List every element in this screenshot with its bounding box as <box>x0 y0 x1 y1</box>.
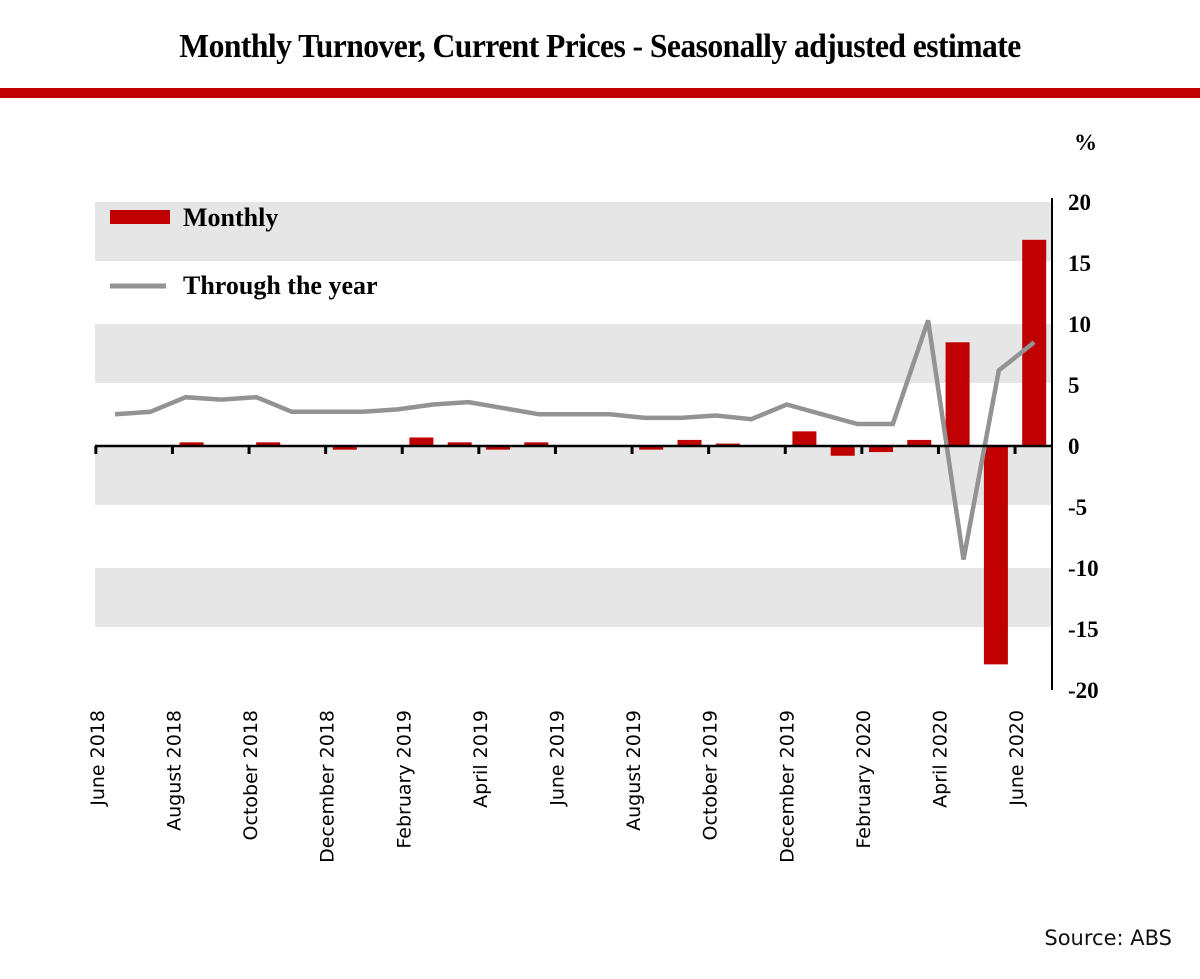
bar-monthly-18 <box>792 431 817 446</box>
bar-monthly-21 <box>907 439 932 446</box>
bar-monthly-2 <box>179 442 204 446</box>
bar-monthly-14 <box>639 446 664 450</box>
x-tick-label: August 2018 <box>163 710 185 831</box>
title-rule <box>0 88 1200 98</box>
bar-monthly-23 <box>983 446 1008 665</box>
x-tick-label: June 2018 <box>87 710 109 807</box>
x-tick-label: June 2020 <box>1006 710 1028 807</box>
grid-band <box>95 324 1052 383</box>
y-tick-label: -20 <box>1068 678 1099 703</box>
y-tick-labels: 20 15 10 5 0 -5 -10 -15 -20 <box>1068 190 1099 703</box>
x-tick-label: June 2019 <box>546 710 568 807</box>
legend-label-through-the-year: Through the year <box>183 271 378 300</box>
y-tick-label: -10 <box>1068 556 1099 581</box>
x-tick-label: April 2019 <box>470 710 492 808</box>
y-tick-label: -15 <box>1068 617 1099 642</box>
y-tick-label: 15 <box>1068 251 1091 276</box>
x-tick-label: December 2019 <box>776 710 798 863</box>
x-tick-label: February 2020 <box>853 710 875 849</box>
bar-monthly-19 <box>830 446 855 456</box>
axes <box>94 198 1053 690</box>
bar-monthly-11 <box>524 442 549 446</box>
bar-monthly-22 <box>945 342 970 446</box>
y-tick-label: 10 <box>1068 312 1091 337</box>
bar-monthly-8 <box>409 437 434 446</box>
bar-monthly-10 <box>486 446 510 450</box>
x-tick-label: October 2019 <box>700 710 722 840</box>
x-tick-label: December 2018 <box>317 710 339 863</box>
legend-swatch-monthly <box>110 210 170 224</box>
grid-band <box>95 202 1052 261</box>
bar-monthly-6 <box>332 446 357 450</box>
monthly-bars <box>179 239 1047 665</box>
grid-band <box>95 568 1052 627</box>
source-note: Source: ABS <box>1044 926 1172 950</box>
through-the-year-line-layer <box>114 319 1036 560</box>
y-tick-label: 0 <box>1068 434 1080 459</box>
x-tick-label: February 2019 <box>393 710 415 849</box>
bar-monthly-15 <box>677 439 702 446</box>
y-tick-label: -5 <box>1068 495 1087 520</box>
x-tick-label: August 2019 <box>623 710 645 831</box>
legend-label-monthly: Monthly <box>183 203 278 232</box>
x-tick-label: October 2018 <box>240 710 262 840</box>
grid-bands <box>95 202 1052 627</box>
y-tick-label: 20 <box>1068 190 1091 215</box>
y-tick-label: 5 <box>1068 373 1080 398</box>
y-axis-unit-label: % <box>1074 130 1097 155</box>
legend: Monthly Through the year <box>110 203 378 300</box>
chart-title: Monthly Turnover, Current Prices - Seaso… <box>179 28 1021 65</box>
grid-band <box>95 446 1052 505</box>
bar-monthly-9 <box>447 442 472 446</box>
x-tick-label: April 2020 <box>929 710 951 808</box>
x-tick-labels: June 2018 August 2018 October 2018 December… <box>87 710 1028 863</box>
bar-monthly-20 <box>869 446 893 453</box>
bar-monthly-4 <box>256 442 281 446</box>
